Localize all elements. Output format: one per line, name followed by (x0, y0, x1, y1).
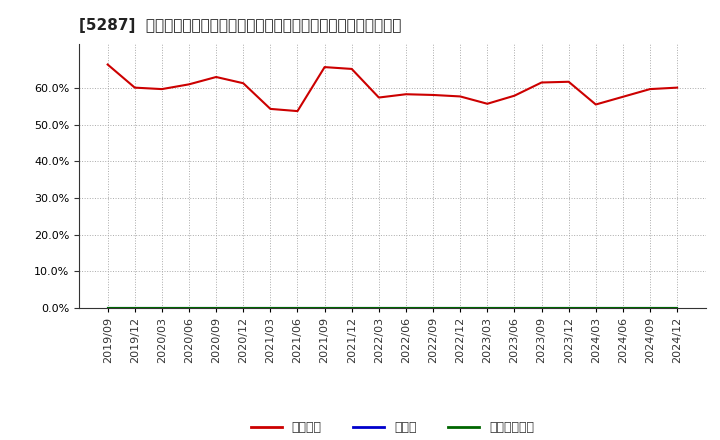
Text: [5287]  自己資本、のれん、繰延税金資産の総資産に対する比率の推移: [5287] 自己資本、のれん、繰延税金資産の総資産に対する比率の推移 (79, 18, 402, 33)
Legend: 自己資本, のれん, 繰延税金資産: 自己資本, のれん, 繰延税金資産 (246, 416, 539, 439)
